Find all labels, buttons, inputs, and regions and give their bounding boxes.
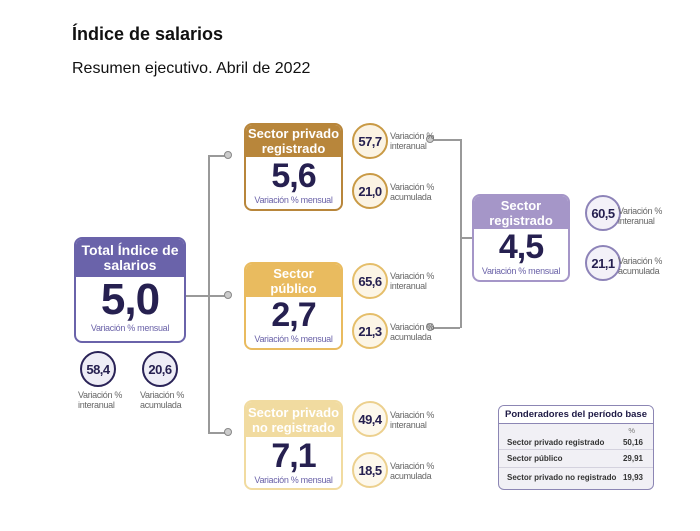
registrado-card: Sector registrado 4,5 Variación % mensua… [472, 194, 570, 282]
card-sub: Variación % mensual [254, 195, 333, 205]
total-acumulada: 20,6 [142, 351, 178, 387]
no-registrado-card: Sector privado no registrado 7,1 Variaci… [244, 400, 343, 490]
table-row: Sector privado no registrado 19,93 [499, 468, 653, 486]
privado-registrado-acumulada: 21,0 [352, 173, 388, 209]
privado-registrado-card: Sector privado registrado 5,6 Variación … [244, 123, 343, 211]
connector-dot [224, 291, 232, 299]
registrado-acumulada: 21,1 [585, 245, 621, 281]
card-sub: Variación % mensual [481, 266, 561, 276]
table-row: Sector privado registrado 50,16 [499, 435, 653, 450]
connector-dot [224, 151, 232, 159]
total-index-card: Total Índice de salarios 5,0 Variación %… [74, 237, 186, 343]
card-value: 5,6 [271, 157, 316, 195]
connector [208, 432, 228, 434]
label: Variación % acumulada [390, 322, 435, 342]
total-acumulada-label: Variación % acumulada [140, 390, 185, 410]
connector [460, 139, 462, 328]
card-header: Sector registrado [474, 196, 568, 229]
table-title: Ponderadores del período base [499, 406, 653, 424]
row-value: 50,16 [622, 437, 643, 447]
card-value: 4,5 [498, 228, 544, 266]
card-header: Total Índice de salarios [76, 239, 184, 277]
card-value: 7,1 [271, 437, 316, 475]
card-sub: Variación % mensual [90, 323, 170, 333]
label: Variación % interanual [618, 206, 663, 226]
card-header: Sector privado registrado [246, 125, 341, 157]
privado-registrado-interanual: 57,7 [352, 123, 388, 159]
total-interanual: 58,4 [80, 351, 116, 387]
row-label: Sector privado registrado [507, 437, 605, 447]
publico-acumulada: 21,3 [352, 313, 388, 349]
label: Variación % interanual [390, 410, 435, 430]
card-value: 5,0 [100, 275, 160, 324]
connector [433, 327, 460, 329]
label: Variación % acumulada [390, 182, 435, 202]
label: Variación % acumulada [390, 461, 435, 481]
row-value: 29,91 [622, 454, 643, 463]
label: Variación % acumulada [618, 256, 663, 276]
connector [208, 155, 210, 433]
row-value: 19,93 [622, 472, 643, 482]
connector-dot [426, 323, 434, 331]
connector-dot [426, 135, 434, 143]
label: Variación % interanual [390, 131, 435, 151]
no-registrado-acumulada: 18,5 [352, 452, 388, 488]
connector [186, 295, 208, 297]
connector [460, 237, 472, 239]
card-sub: Variación % mensual [254, 475, 333, 485]
row-label: Sector público [507, 454, 563, 463]
card-header: Sector público [246, 264, 341, 297]
unit-header: % [628, 426, 635, 435]
table-row: Sector público 29,91 [499, 450, 653, 468]
row-label: Sector privado no registrado [507, 472, 617, 482]
publico-interanual: 65,6 [352, 263, 388, 299]
publico-card: Sector público 2,7 Variación % mensual [244, 262, 343, 350]
connector-dot [224, 428, 232, 436]
connector [433, 139, 460, 141]
card-header: Sector privado no registrado [246, 402, 341, 437]
page-subtitle: Resumen ejecutivo. Abril de 2022 [72, 60, 311, 77]
no-registrado-interanual: 49,4 [352, 401, 388, 437]
connector [208, 295, 228, 297]
card-sub: Variación % mensual [254, 334, 333, 344]
page-title: Índice de salarios [72, 24, 224, 44]
ponderadores-table: Ponderadores del período base % Sector p… [498, 405, 654, 490]
connector [208, 155, 228, 157]
registrado-interanual: 60,5 [585, 195, 621, 231]
label: Variación % interanual [390, 271, 435, 291]
total-interanual-label: Variación % interanual [78, 390, 123, 410]
card-value: 2,7 [271, 296, 316, 334]
